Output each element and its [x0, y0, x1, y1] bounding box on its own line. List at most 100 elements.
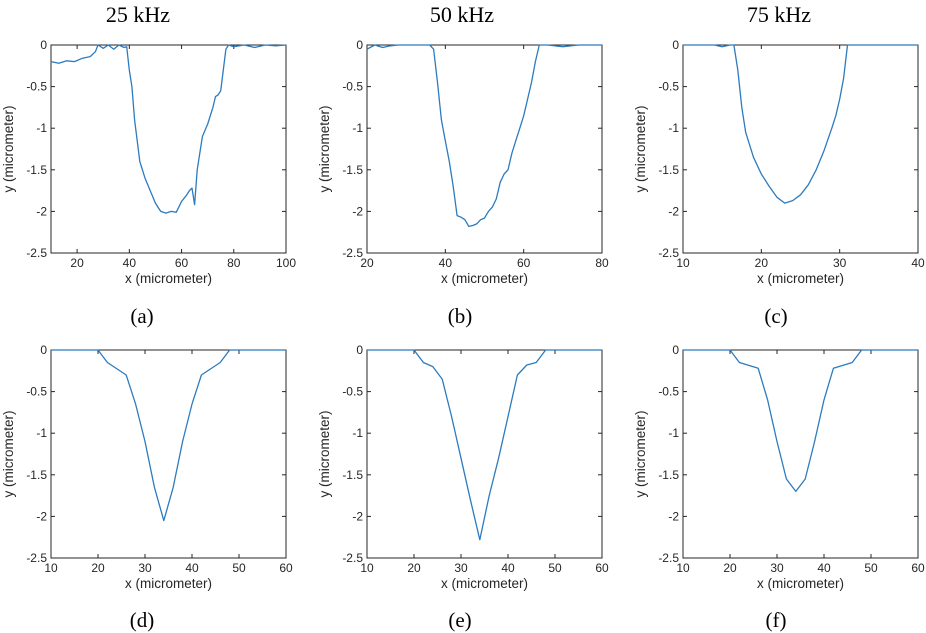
ytick-label: -0.5: [26, 385, 47, 399]
axes-frame-a: [50, 44, 287, 254]
ytick-label: -2.5: [658, 246, 679, 260]
ytick-label: -2: [352, 204, 363, 218]
xtick-label: 30: [138, 561, 152, 575]
xtick-label: 40: [123, 256, 137, 270]
y-axis-label-f: y (micrometer): [633, 411, 648, 498]
y-axis-label-c: y (micrometer): [633, 106, 648, 193]
panel-label-c: (c): [764, 304, 787, 328]
ytick-label: 0: [672, 38, 679, 52]
panel-a: 0 -0.5 -1 -1.5 -2 -2.5 20 40 60 80 100 x (micromete…: [1, 38, 296, 328]
xtick-label: 10: [676, 561, 690, 575]
ytick-label: 0: [672, 343, 679, 357]
series-line-b: [366, 44, 602, 228]
series-line-a: [50, 44, 287, 214]
panel-label-a: (a): [130, 304, 153, 328]
xtick-label: 10: [44, 561, 58, 575]
ytick-label: -1.5: [26, 163, 47, 177]
series-line-d: [51, 349, 286, 522]
xtick-label: 40: [817, 561, 831, 575]
series-line-e: [367, 349, 602, 541]
ytick-label: -1.5: [658, 468, 679, 482]
y-axis-label-b: y (micrometer): [317, 106, 332, 193]
xtick-label: 80: [595, 256, 609, 270]
xtick-label: 30: [454, 561, 468, 575]
ytick-label: -2: [352, 509, 363, 523]
ytick-label: -0.5: [342, 385, 363, 399]
y-axis-label-e: y (micrometer): [317, 411, 332, 498]
xtick-label: 20: [755, 256, 769, 270]
ytick-label: -2: [668, 509, 679, 523]
xtick-label: 50: [232, 561, 246, 575]
ytick-label: -1: [668, 121, 679, 135]
xtick-label: 20: [70, 256, 84, 270]
column-title-75khz: 75 kHz: [747, 2, 811, 27]
axes-frame-b: [366, 44, 603, 254]
xtick-label: 50: [864, 561, 878, 575]
xtick-label: 100: [276, 256, 296, 270]
xtick-label: 20: [407, 561, 421, 575]
ytick-label: -0.5: [26, 80, 47, 94]
series-line-c: [683, 44, 918, 204]
xtick-label: 20: [91, 561, 105, 575]
ytick-label: 0: [356, 38, 363, 52]
ytick-label: -2: [36, 509, 47, 523]
ytick-label: -2.5: [26, 551, 47, 565]
x-axis-label-e: x (micrometer): [441, 576, 528, 591]
x-axis-label-c: x (micrometer): [757, 271, 844, 286]
xtick-label: 10: [360, 561, 374, 575]
ytick-label: -1: [668, 426, 679, 440]
xtick-label: 40: [185, 561, 199, 575]
ytick-label: -0.5: [658, 385, 679, 399]
panel-b: 0 -0.5 -1 -1.5 -2 -2.520 40 60 80 x (micrometer) y…: [317, 38, 609, 328]
panel-label-f: (f): [766, 608, 787, 632]
ytick-label: -1: [352, 426, 363, 440]
y-axis-label-d: y (micrometer): [1, 411, 16, 498]
x-axis-label-f: x (micrometer): [757, 576, 844, 591]
xtick-label: 60: [175, 256, 189, 270]
y-axis-label-a: y (micrometer): [1, 106, 16, 193]
ytick-label: -1.5: [342, 163, 363, 177]
axes-frame-e: [366, 349, 603, 559]
ytick-label: -1.5: [26, 468, 47, 482]
panel-f: 0 -0.5 -1 -1.5 -2 -2.510 20 30 40 50 60 x (micromet…: [633, 343, 925, 632]
x-axis-label-a: x (micrometer): [125, 271, 212, 286]
x-axis-label-b: x (micrometer): [441, 271, 528, 286]
xtick-label: 40: [501, 561, 515, 575]
xtick-label: 60: [517, 256, 531, 270]
ytick-label: -0.5: [658, 80, 679, 94]
ytick-label: -2.5: [658, 551, 679, 565]
panel-d: 0 -0.5 -1 -1.5 -2 -2.510 20 30 40 50 60 x (micromet…: [1, 343, 293, 632]
ytick-label: -2.5: [342, 246, 363, 260]
xtick-label: 60: [595, 561, 609, 575]
panel-label-b: (b): [448, 304, 473, 328]
ytick-label: -1: [36, 426, 47, 440]
xtick-label: 50: [548, 561, 562, 575]
ytick-label: 0: [40, 343, 47, 357]
xtick-label: 20: [723, 561, 737, 575]
ytick-label: -1: [352, 121, 363, 135]
xtick-label: 30: [833, 256, 847, 270]
xtick-label: 10: [676, 256, 690, 270]
axes-frame-f: [682, 349, 919, 559]
ytick-label: -2: [668, 204, 679, 218]
ytick-label: -1.5: [658, 163, 679, 177]
xtick-label: 60: [911, 561, 925, 575]
panel-label-e: (e): [448, 608, 471, 632]
panel-c: 0 -0.5 -1 -1.5 -2 -2.510 20 30 40 x (micrometer) y…: [633, 38, 925, 328]
ytick-label: -0.5: [342, 80, 363, 94]
axes-frame-c: [682, 44, 919, 254]
series-line-f: [683, 349, 918, 493]
xtick-label: 40: [911, 256, 925, 270]
xtick-label: 80: [227, 256, 241, 270]
xtick-label: 60: [279, 561, 293, 575]
xtick-label: 20: [360, 256, 374, 270]
ytick-label: -1.5: [342, 468, 363, 482]
axes-frame-d: [50, 349, 287, 559]
xtick-label: 40: [439, 256, 453, 270]
column-title-50khz: 50 kHz: [430, 2, 494, 27]
ytick-label: -2.5: [342, 551, 363, 565]
ytick-label: -2: [36, 204, 47, 218]
panel-e: 0 -0.5 -1 -1.5 -2 -2.510 20 30 40 50 60 x (micromet…: [317, 343, 609, 632]
